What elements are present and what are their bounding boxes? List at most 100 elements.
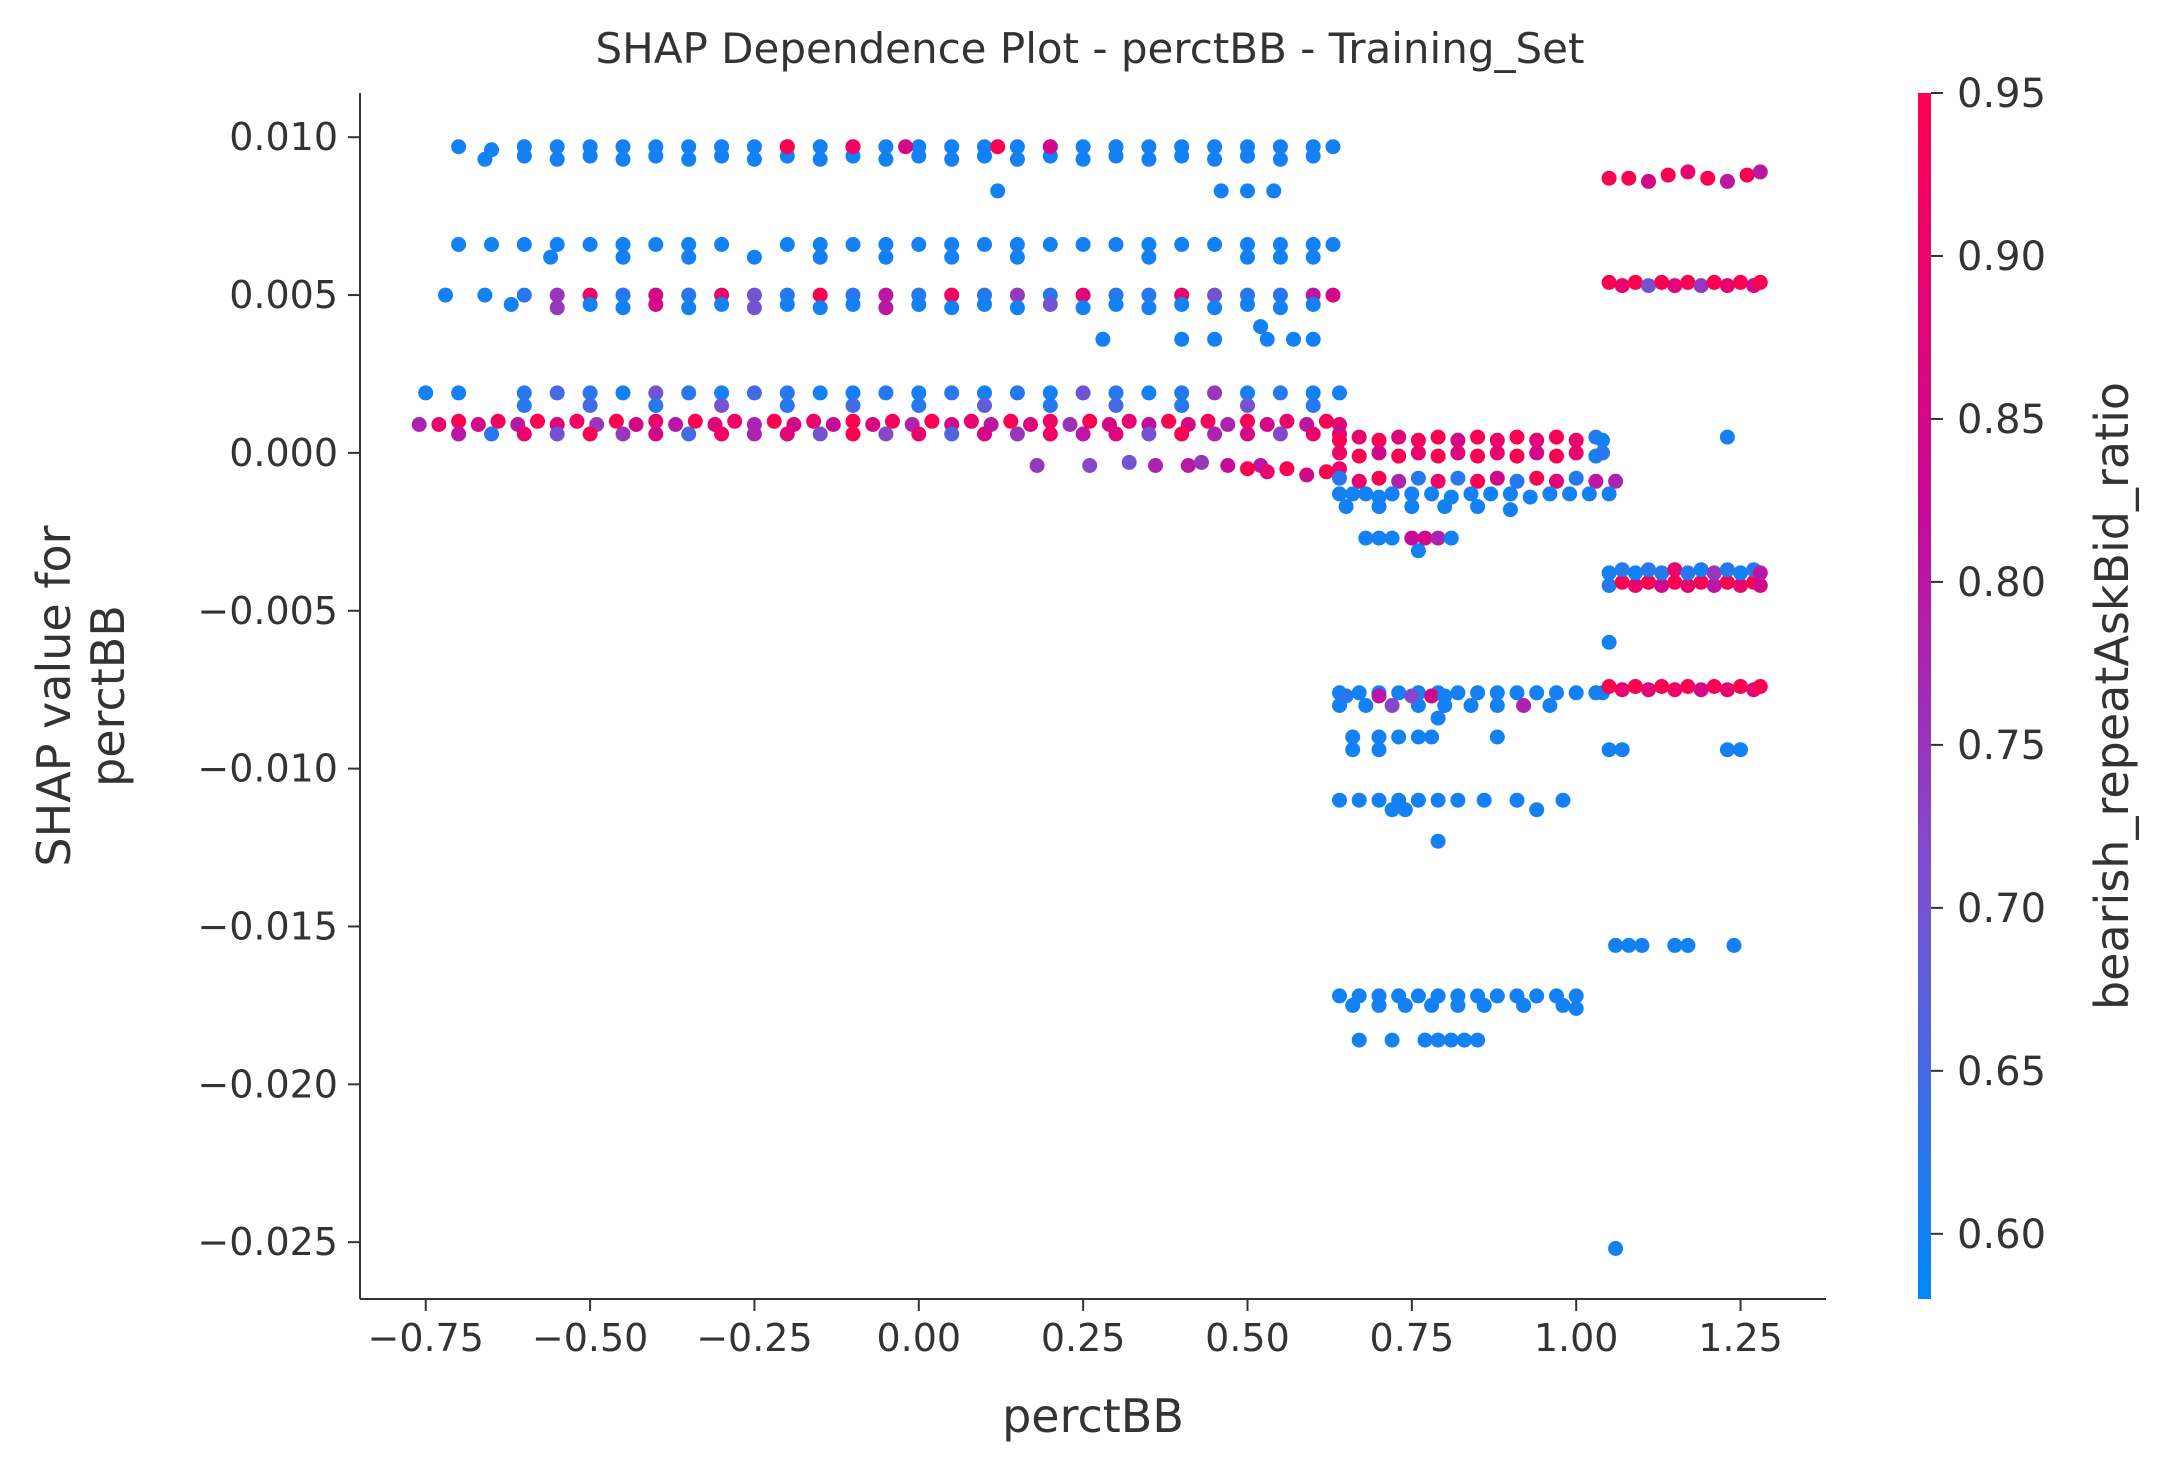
scatter-point	[714, 297, 730, 312]
scatter-point	[1706, 274, 1722, 290]
scatter-point	[1358, 698, 1374, 713]
scatter-point	[1608, 1241, 1624, 1256]
scatter-point	[1667, 574, 1683, 590]
scatter-point	[1207, 385, 1223, 401]
scatter-point	[1660, 167, 1676, 183]
scatter-point	[1240, 461, 1255, 477]
scatter-point	[1141, 249, 1157, 265]
scatter-point	[1141, 300, 1157, 316]
scatter-point	[1075, 385, 1091, 401]
scatter-point	[1410, 470, 1426, 486]
scatter-point	[1042, 139, 1058, 155]
scatter-point	[1601, 578, 1617, 593]
scatter-point	[608, 413, 624, 429]
scatter-point	[1706, 679, 1722, 694]
scatter-point	[1371, 792, 1387, 808]
scatter-point	[681, 237, 697, 252]
scatter-point	[1410, 729, 1426, 745]
scatter-point	[714, 398, 730, 413]
scatter-point	[1601, 274, 1617, 290]
scatter-point	[1305, 237, 1321, 252]
scatter-point	[1542, 698, 1558, 713]
scatter-point	[1305, 148, 1321, 164]
scatter-point	[1588, 473, 1604, 489]
scatter-point	[1009, 300, 1025, 316]
scatter-point	[549, 139, 565, 155]
scatter-point	[1641, 574, 1656, 590]
scatter-point	[1332, 432, 1347, 448]
scatter-point	[668, 417, 684, 432]
scatter-point	[1240, 385, 1255, 401]
scatter-point	[746, 385, 762, 401]
scatter-point	[1443, 1032, 1459, 1048]
scatter-point	[944, 287, 960, 303]
scatter-point	[418, 385, 434, 401]
scatter-point	[1726, 937, 1742, 953]
scatter-point	[878, 385, 894, 401]
scatter-point	[1318, 413, 1334, 429]
scatter-point	[1384, 802, 1400, 818]
scatter-point	[615, 139, 631, 155]
scatter-point	[1430, 833, 1446, 849]
scatter-point	[1693, 562, 1709, 578]
x-tick-label: −0.50	[532, 1316, 648, 1360]
scatter-point	[1614, 742, 1630, 758]
scatter-point	[1752, 679, 1768, 694]
scatter-point	[1009, 385, 1025, 401]
scatter-point	[1404, 530, 1420, 546]
scatter-point	[1174, 297, 1190, 312]
scatter-point	[1667, 682, 1683, 698]
scatter-point	[845, 297, 861, 312]
scatter-point	[1075, 151, 1091, 167]
scatter-point	[1430, 792, 1446, 808]
scatter-point	[1424, 997, 1440, 1013]
scatter-point	[1654, 274, 1670, 290]
scatter-point	[1305, 426, 1321, 442]
scatter-point	[516, 398, 532, 413]
scatter-point	[944, 300, 960, 316]
scatter-point	[411, 417, 427, 432]
scatter-point	[582, 385, 598, 401]
scatter-point	[1391, 448, 1407, 464]
scatter-point	[648, 237, 664, 252]
scatter-point	[1417, 530, 1433, 546]
y-tick-label: −0.010	[197, 747, 338, 791]
x-tick-label: 0.25	[1041, 1316, 1126, 1360]
scatter-point	[1009, 151, 1025, 167]
scatter-point	[1450, 432, 1466, 448]
scatter-point	[1207, 139, 1223, 155]
scatter-point	[1174, 426, 1190, 442]
scatter-point	[549, 385, 565, 401]
scatter-point	[1641, 173, 1656, 189]
scatter-point	[1272, 287, 1288, 303]
scatter-point	[878, 139, 894, 155]
x-tick-label: 0.75	[1370, 1316, 1455, 1360]
scatter-point	[615, 426, 631, 442]
scatter-point	[1667, 562, 1683, 578]
scatter-point	[648, 398, 664, 413]
scatter-point	[1430, 429, 1446, 445]
scatter-point	[1463, 486, 1479, 502]
scatter-point	[812, 249, 828, 265]
colorbar-tick-label: 0.65	[1957, 1049, 2046, 1095]
scatter-point	[648, 385, 664, 401]
scatter-point	[1351, 792, 1367, 808]
colorbar-ticks: 0.60 0.65 0.70 0.75 0.80 0.85 0.90 0.95	[1931, 71, 2046, 1258]
scatter-point	[1667, 937, 1683, 953]
scatter-point	[477, 287, 493, 303]
scatter-point	[911, 385, 927, 401]
scatter-point	[766, 413, 782, 429]
scatter-point	[1141, 139, 1157, 155]
scatter-point	[878, 249, 894, 265]
scatter-point	[582, 148, 598, 164]
scatter-point	[911, 426, 927, 442]
scatter-point	[1555, 997, 1571, 1013]
x-tick-label: −0.75	[368, 1316, 484, 1360]
scatter-point	[1062, 417, 1078, 432]
scatter-point	[1502, 502, 1518, 518]
scatter-point	[1476, 997, 1492, 1013]
scatter-point	[944, 237, 960, 252]
y-tick-label: 0.010	[229, 115, 338, 159]
scatter-point	[1141, 426, 1157, 442]
scatter-point	[1509, 685, 1525, 701]
